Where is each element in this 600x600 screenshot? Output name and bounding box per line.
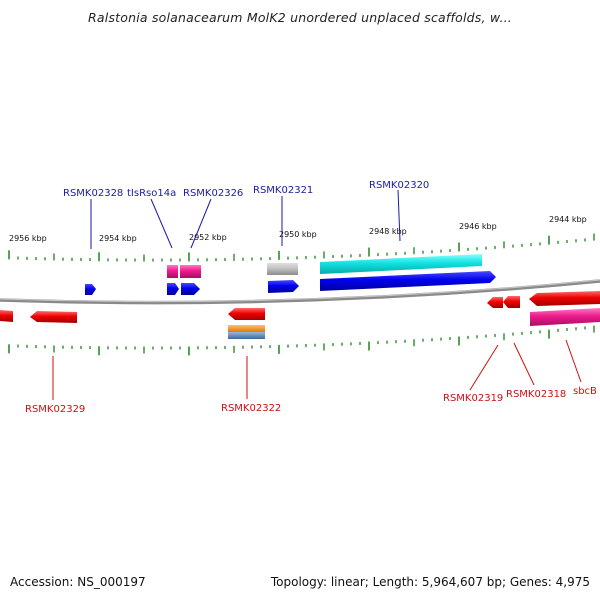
top-leader-lines <box>90 189 401 249</box>
scale-label: 2954 kbp <box>99 234 137 243</box>
gene-tisrso14a-pink[interactable] <box>167 265 178 278</box>
gene-label-rsmk02318[interactable]: RSMK02318 <box>506 389 566 400</box>
scale-label: 2952 kbp <box>189 233 227 242</box>
gene-sbcb[interactable] <box>529 291 600 306</box>
gene-label-rsmk02329[interactable]: RSMK02329 <box>25 404 85 415</box>
chromosome-backbone <box>0 279 600 305</box>
gene-label-rsmk02319[interactable]: RSMK02319 <box>443 393 503 404</box>
gene-rsmk02321[interactable] <box>268 280 299 293</box>
topology-summary: Topology: linear; Length: 5,964,607 bp; … <box>270 575 590 589</box>
gene-rsmk02318[interactable] <box>503 296 520 308</box>
map-title: Ralstonia solanacearum MolK2 unordered u… <box>88 10 512 25</box>
gene-rsmk02320[interactable] <box>320 271 496 291</box>
gene-rsmk02326-pink[interactable] <box>180 265 201 278</box>
scale-label: 2948 kbp <box>369 227 407 236</box>
scale-label: 2946 kbp <box>459 222 497 231</box>
scale-label: 2956 kbp <box>9 234 47 243</box>
gene-rsmk02322[interactable] <box>228 308 265 320</box>
gene-label-rsmk02322[interactable]: RSMK02322 <box>221 403 281 414</box>
gene-sbcb-pink[interactable] <box>530 308 600 326</box>
gene-tisrso14a[interactable] <box>167 283 179 295</box>
gene-label-rsmk02328[interactable]: RSMK02328 <box>63 188 123 199</box>
gene-rsmk02321-grey[interactable] <box>267 263 298 275</box>
gene-left-edge[interactable] <box>0 310 13 322</box>
gene-rsmk02322-orange <box>228 325 265 332</box>
scale-label: 2944 kbp <box>549 215 587 224</box>
gene-label-rsmk02321[interactable]: RSMK02321 <box>253 185 313 196</box>
scale-label: 2950 kbp <box>279 230 317 239</box>
gene-label-sbcb[interactable]: sbcB <box>573 386 597 397</box>
accession-text: Accession: NS_000197 <box>10 575 146 589</box>
gene-rsmk02319[interactable] <box>487 297 503 308</box>
scale-ticks-bottom <box>8 325 595 356</box>
gene-label-rsmk02320[interactable]: RSMK02320 <box>369 180 429 191</box>
gene-rsmk02326[interactable] <box>181 283 200 295</box>
gene-rsmk02320-cyan[interactable] <box>320 254 482 274</box>
gene-rsmk02322-steel <box>228 332 265 339</box>
scale-ticks-top <box>8 233 595 262</box>
gene-rsmk02329[interactable] <box>30 311 77 323</box>
gene-label-rsmk02326[interactable]: RSMK02326 <box>183 188 243 199</box>
bottom-leader-lines <box>52 339 582 400</box>
gene-label-tisrso14a[interactable]: tIsRso14a <box>127 188 176 199</box>
gene-rsmk02328[interactable] <box>85 284 96 295</box>
